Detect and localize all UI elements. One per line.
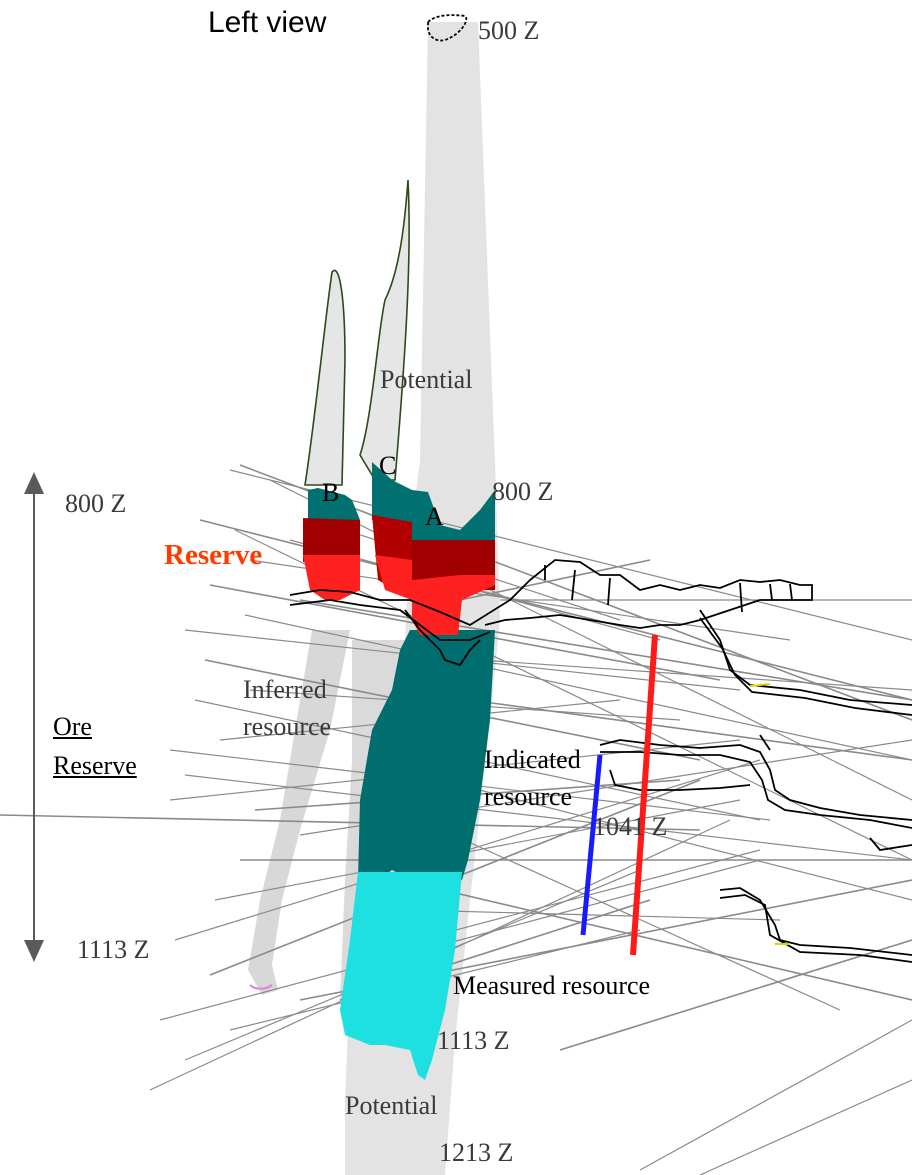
level-800z-left: 800 Z [65, 489, 127, 518]
level-1213z: 1213 Z [439, 1138, 514, 1167]
potential-lens-b [304, 269, 346, 486]
reserve-b-light [303, 555, 360, 600]
drillhole-line [244, 614, 912, 761]
drillhole-line [399, 879, 912, 1001]
drillhole-line [439, 779, 912, 901]
drillhole-line [214, 799, 741, 901]
zone-b-label: B [322, 478, 340, 507]
potential-lower-label: Potential [345, 1091, 438, 1120]
reserve-label: Reserve [164, 539, 263, 571]
reserve-b-dark [303, 518, 360, 562]
indicated-label-line1: Indicated [484, 745, 581, 774]
reserve-b-teal [308, 488, 360, 520]
drillhole-line [159, 859, 761, 1021]
drillhole-line [559, 939, 912, 1051]
reserve-c-light [375, 555, 412, 600]
mine-workings [289, 14, 912, 963]
drillhole-line [409, 909, 781, 921]
drillhole-line [479, 659, 912, 691]
small-yellow-mark [749, 683, 790, 945]
indicated-label-line2: resource [484, 782, 573, 811]
level-1113z-center: 1113 Z [437, 1026, 510, 1055]
indicated-resource-body [358, 630, 495, 885]
drillhole-line [0, 814, 701, 831]
drillhole-line [299, 599, 912, 701]
drillhole-line [639, 1019, 912, 1171]
potential-lens-c [359, 179, 410, 481]
inferred-left-column [248, 630, 350, 995]
drillhole-line [459, 559, 651, 601]
level-500z: 500 Z [478, 16, 540, 45]
measured-label: Measured resource [453, 971, 651, 1000]
level-1113z-left: 1113 Z [77, 935, 150, 964]
level-1041z: 1041 Z [593, 812, 668, 841]
ore-reserve-arrow [24, 472, 44, 962]
inferred-label-line1: Inferred [243, 675, 327, 704]
ore-reserve-label-line2: Reserve [53, 751, 137, 780]
reserve-c-teal [372, 462, 412, 530]
small-magenta-mark [249, 984, 273, 990]
inferred-label-line2: resource [243, 712, 332, 741]
zone-c-label: C [379, 451, 397, 480]
zone-a-label: A [425, 502, 444, 531]
view-title: Left view [208, 6, 327, 39]
level-800z-center: 800 Z [492, 477, 554, 506]
red-drillhole [630, 634, 658, 956]
drillhole-line [419, 819, 841, 1011]
drillhole-line [184, 774, 912, 861]
reserve-a-light [412, 575, 495, 635]
ore-reserve-label-line1: Ore [53, 712, 92, 741]
blue-drillhole [580, 754, 603, 936]
drillhole-line [699, 1079, 912, 1175]
potential-upper-label: Potential [380, 365, 473, 394]
measured-resource-body [340, 872, 462, 1080]
